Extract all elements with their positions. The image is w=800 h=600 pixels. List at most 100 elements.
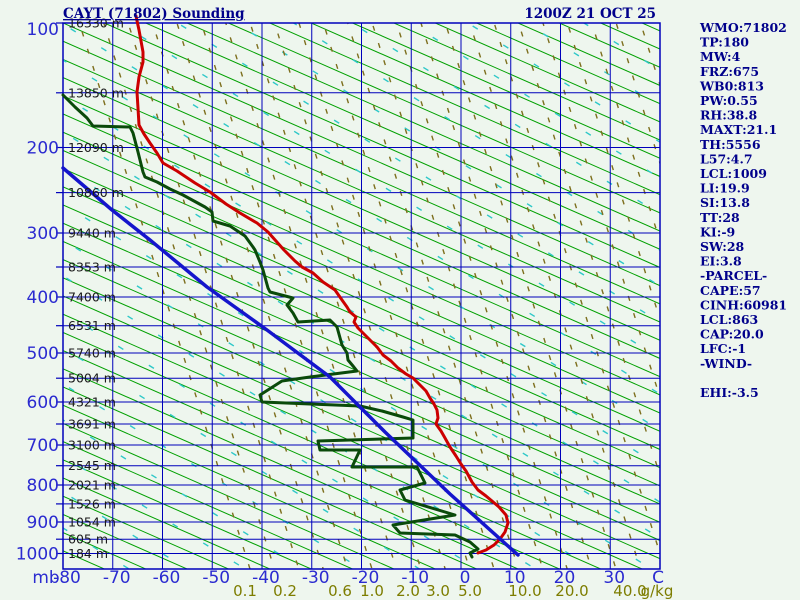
mixing-ratio-line (566, 23, 660, 322)
stats-line: KI:-9 (700, 224, 735, 239)
temperature-tick-label: 20 (554, 568, 576, 588)
temperature-tick-label: -10 (401, 568, 429, 588)
axis-ticks (56, 22, 63, 555)
altitude-label: 7400 m (68, 290, 116, 305)
mixing-ratio-line (176, 23, 349, 569)
mixing-ratio-line (444, 23, 617, 569)
pressure-label: 800 (27, 476, 59, 496)
stats-line: EHI:-3.5 (700, 385, 759, 400)
parcel-trace (61, 166, 520, 557)
stats-line: TT:28 (700, 210, 740, 225)
temperature-tick-label: -70 (103, 568, 131, 588)
altitude-label: 10860 m (68, 185, 124, 200)
stats-line: WMO:71802 (699, 20, 787, 35)
altitude-label: 2545 m (68, 458, 116, 473)
x-axis-unit-mb: mb (32, 568, 59, 588)
mixing-ratio-line (151, 23, 324, 569)
temperature-tick-label: 30 (603, 568, 625, 588)
temperature-tick-label: -30 (302, 568, 330, 588)
mixing-ratio-label: 3.0 (426, 582, 450, 600)
stats-line: L57:4.7 (700, 151, 753, 166)
altitude-label: 12090 m (68, 140, 124, 155)
stats-line: TH:5556 (700, 137, 761, 152)
altitude-label: 16330 m (68, 16, 124, 31)
mixing-ratio-line (347, 23, 520, 569)
altitude-label: 8353 m (68, 260, 116, 275)
temperature-tick-label: -60 (153, 568, 181, 588)
mixing-ratio-line (322, 23, 495, 569)
mixing-ratio-label: 5.0 (458, 582, 482, 600)
mixing-ratio-line (493, 23, 660, 556)
altitude-label: 184 m (68, 546, 108, 561)
mixing-ratio-label: 2.0 (396, 582, 420, 600)
stats-line: CAP:20.0 (700, 327, 764, 342)
stats-line: PW:0.55 (700, 93, 758, 108)
stats-panel: WMO:71802TP:180MW:4FRZ:675WB0:813PW:0.55… (699, 20, 787, 400)
mixing-ratio-line (249, 23, 422, 569)
mixing-ratio-label: 20.0 (555, 582, 588, 600)
mixing-ratio-line (225, 23, 398, 569)
stats-line: LFC:-1 (700, 341, 746, 356)
chart-title: CAYT (71802) Sounding (63, 6, 245, 22)
altitude-label: 5004 m (68, 371, 116, 386)
temperature-trace (134, 14, 510, 555)
stats-line: SI:13.8 (700, 195, 750, 210)
mixing-ratio-line (127, 23, 300, 569)
altitude-label: 1526 m (68, 496, 116, 511)
mixing-ratio-unit: g/kg (641, 582, 674, 600)
pressure-label: 900 (27, 513, 59, 533)
stats-line: FRZ:675 (700, 64, 759, 79)
stats-line: -PARCEL- (700, 268, 767, 283)
pressure-label: 100 (27, 20, 59, 40)
altitude-label: 13850 m (68, 85, 124, 100)
pressure-label: 400 (27, 288, 59, 308)
stats-line: CINH:60981 (700, 297, 787, 312)
stats-line: TP:180 (700, 35, 749, 50)
altitude-label: 3100 m (68, 438, 116, 453)
mixing-ratio-line (200, 23, 373, 569)
stats-line: RH:38.8 (700, 108, 758, 123)
stats-line: EI:3.8 (700, 254, 742, 269)
x-axis-unit-c: C (652, 568, 664, 588)
mixing-ratio-label: 40.0 (613, 582, 646, 600)
altitude-label: 9440 m (68, 226, 116, 241)
temperature-tick-label: -50 (202, 568, 230, 588)
mixing-ratio-line (615, 23, 660, 166)
altitude-label: 2021 m (68, 478, 116, 493)
pressure-label: 300 (27, 224, 59, 244)
mixing-ratio-line (469, 23, 642, 569)
altitude-label: 3691 m (68, 417, 116, 432)
temperature-tick-label: -80 (53, 568, 81, 588)
altitude-label: 5740 m (68, 346, 116, 361)
mixing-ratio-label: 0.6 (328, 582, 352, 600)
altitude-label: 1054 m (68, 515, 116, 530)
mixing-ratio-label: 0.2 (273, 582, 297, 600)
temperature-tick-label: 10 (504, 568, 526, 588)
altitude-label: 4321 m (68, 395, 116, 410)
temperature-tick-label: 0 (460, 568, 471, 588)
stats-line: WB0:813 (699, 78, 764, 93)
chart-datetime: 1200Z 21 OCT 25 (524, 6, 656, 22)
pressure-label: 200 (27, 139, 59, 159)
dewpoint-trace (61, 93, 480, 559)
stats-line: MAXT:21.1 (700, 122, 777, 137)
mixing-ratio-line (371, 23, 544, 569)
pressure-label: 700 (27, 436, 59, 456)
mixing-ratio-label: 10.0 (508, 582, 541, 600)
stats-line: CAPE:57 (700, 283, 761, 298)
sounding-traces (61, 14, 520, 559)
plot-border (62, 22, 661, 570)
stats-line: LI:19.9 (700, 181, 750, 196)
mixing-ratio-label: 0.1 (233, 582, 257, 600)
temperature-tick-label: -40 (252, 568, 280, 588)
pressure-label: 1000 (16, 545, 59, 565)
stats-line: -WIND- (700, 356, 752, 371)
stats-line: LCL:1009 (700, 166, 767, 181)
altitude-label: 605 m (68, 532, 108, 547)
stats-line: SW:28 (700, 239, 745, 254)
stats-line: LCL:863 (700, 312, 758, 327)
temperature-tick-label: -20 (352, 568, 380, 588)
